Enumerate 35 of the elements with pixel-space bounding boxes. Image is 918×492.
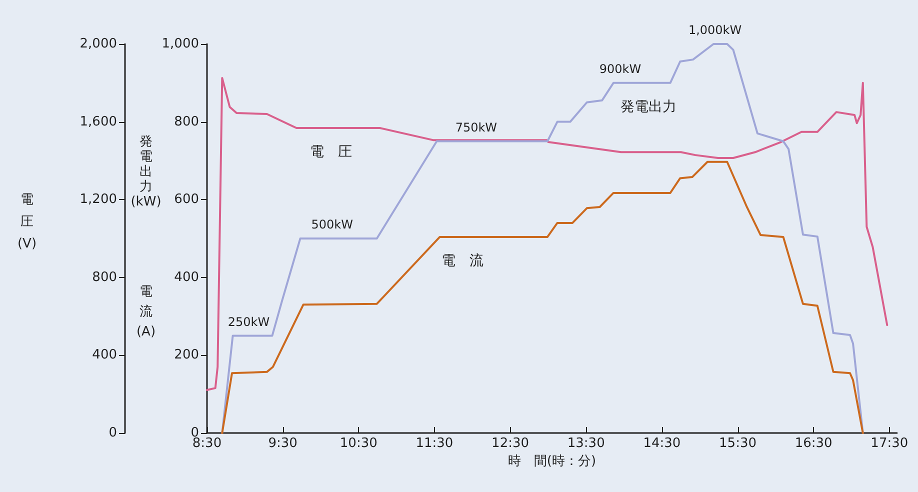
y2-tick-label: 400 <box>92 348 117 363</box>
text: 電流(A) <box>136 284 156 340</box>
annotation: 900kW <box>599 62 642 76</box>
y2-tick-label: 800 <box>92 270 117 285</box>
series-label: 発電出力 <box>620 98 677 115</box>
y2-tick-label: 1,200 <box>80 192 117 208</box>
x-tick-label: 14:30 <box>643 436 681 451</box>
x-tick-label: 11:30 <box>416 436 454 451</box>
y-tick-label: 200 <box>174 348 199 363</box>
annotation: 1,000kW <box>688 23 742 37</box>
y2-tick-label: 0 <box>108 426 117 440</box>
x-tick-label: 9:30 <box>268 436 298 451</box>
y-tick-label: 1,000 <box>162 36 199 52</box>
y2-axis-title: 電圧(V) <box>17 192 37 252</box>
y-tick-label: 600 <box>174 192 199 208</box>
series-label: 電 圧 <box>310 144 352 160</box>
x-tick-label: 16:30 <box>794 436 832 451</box>
y2-tick-label: 1,600 <box>80 114 117 130</box>
x-tick-label: 17:30 <box>870 436 908 451</box>
x-tick-label: 13:30 <box>567 436 605 451</box>
annotation: 750kW <box>455 120 498 134</box>
annotation: 250kW <box>228 314 270 329</box>
y-tick-label: 800 <box>174 114 199 130</box>
y-tick-label: 400 <box>174 270 199 285</box>
x-tick-label: 10:30 <box>340 436 378 451</box>
y2-tick-label: 2,000 <box>80 36 117 52</box>
x-tick-label: 15:30 <box>719 436 757 451</box>
annotation: 500kW <box>311 218 354 232</box>
x-axis-title: 時 間(時：分) <box>508 454 596 469</box>
line-series <box>221 160 864 434</box>
line-series <box>206 77 888 392</box>
x-tick-label: 12:30 <box>492 436 530 451</box>
y-axis-title: 発電出力(kW) <box>130 134 162 210</box>
line-series <box>221 43 864 434</box>
series-label: 電 流 <box>441 252 484 269</box>
